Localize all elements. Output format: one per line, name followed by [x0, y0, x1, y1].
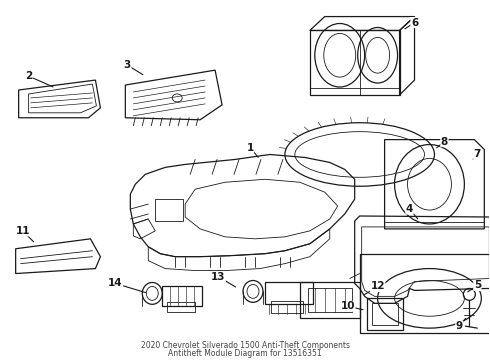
Bar	[162, 287, 202, 306]
Text: 12: 12	[370, 282, 385, 292]
Text: 14: 14	[108, 279, 122, 288]
Text: 13: 13	[211, 271, 225, 282]
Bar	[308, 288, 352, 312]
Text: 10: 10	[341, 301, 355, 311]
Bar	[371, 303, 397, 325]
Text: 4: 4	[406, 204, 413, 214]
Text: 3: 3	[123, 60, 131, 70]
Bar	[300, 283, 360, 318]
Text: 9: 9	[456, 321, 463, 331]
Text: 6: 6	[411, 18, 418, 27]
Text: 7: 7	[474, 149, 481, 159]
Text: 1: 1	[246, 143, 254, 153]
Text: 5: 5	[474, 280, 481, 291]
Bar	[367, 298, 403, 330]
Text: Antitheft Module Diagram for 13516351: Antitheft Module Diagram for 13516351	[168, 350, 322, 359]
Bar	[271, 301, 303, 313]
Bar	[155, 199, 183, 221]
Text: 8: 8	[441, 136, 448, 147]
Text: 11: 11	[15, 226, 30, 236]
Text: 2020 Chevrolet Silverado 1500 Anti-Theft Components: 2020 Chevrolet Silverado 1500 Anti-Theft…	[141, 342, 349, 351]
Text: 2: 2	[25, 71, 32, 81]
Bar	[167, 302, 195, 312]
Bar	[265, 283, 313, 304]
Bar	[360, 254, 490, 333]
